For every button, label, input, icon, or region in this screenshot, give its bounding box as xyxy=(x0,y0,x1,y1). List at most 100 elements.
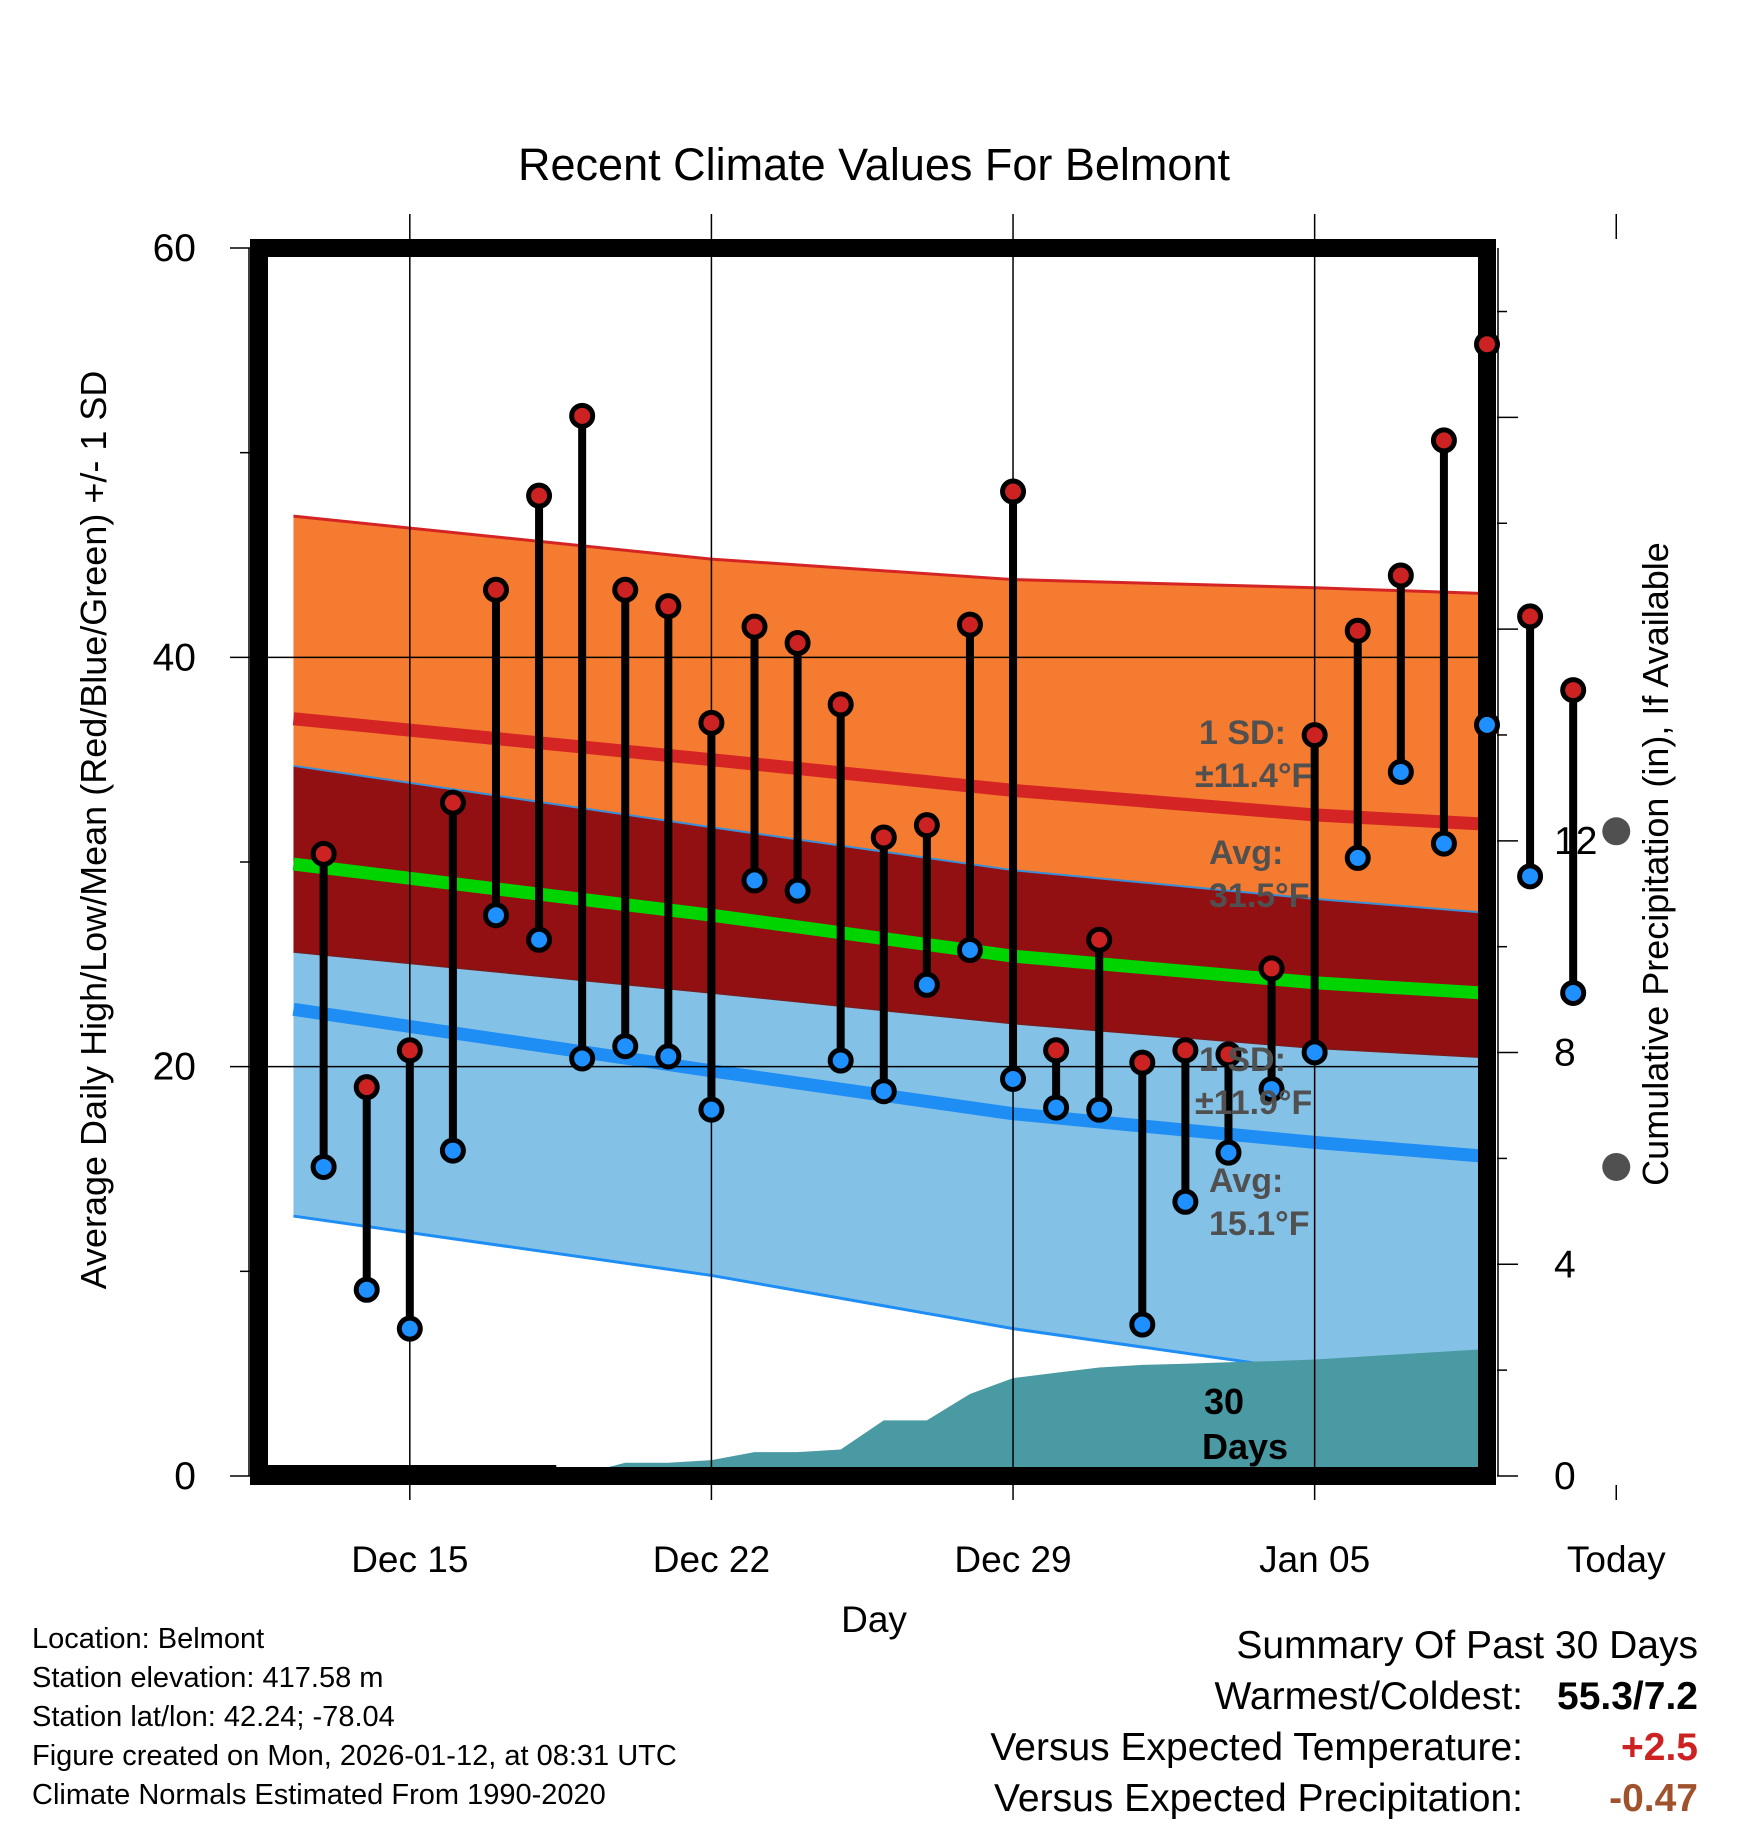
high-temp-point xyxy=(1387,562,1414,589)
high-sd-upper-line xyxy=(293,514,1487,596)
high-temp-point xyxy=(1258,955,1285,982)
summary-precip: Versus Expected Precipitation: -0.47 xyxy=(798,1773,1698,1824)
high-temp-point xyxy=(698,709,725,736)
chart-title: Recent Climate Values For Belmont xyxy=(518,139,1230,190)
y2-tick-label: 4 xyxy=(1554,1243,1576,1286)
x-tick-label: Today xyxy=(1567,1539,1666,1580)
location-text: Location: Belmont xyxy=(32,1623,265,1655)
high-avg-label: Avg: xyxy=(1209,834,1283,872)
low-temp-point xyxy=(612,1033,639,1060)
high-temp-point xyxy=(1215,1041,1242,1068)
high-temp-point xyxy=(1000,478,1027,505)
low-temp-point xyxy=(569,1045,596,1072)
high-temp-point xyxy=(1474,331,1500,358)
x-tick-label: Jan 05 xyxy=(1259,1539,1370,1580)
days-count-label: 30 xyxy=(1204,1381,1244,1422)
warm-cold-value: 55.3/7.2 xyxy=(1557,1675,1698,1718)
low-temp-point xyxy=(870,1078,897,1105)
summary-title: Summary Of Past 30 Days xyxy=(1236,1624,1698,1667)
low-temp-point xyxy=(1430,830,1457,857)
y-tick-label: 0 xyxy=(174,1455,196,1498)
high-temp-point xyxy=(784,630,811,657)
low-temp-point xyxy=(310,1153,337,1180)
low-sd-upper-line xyxy=(293,764,1487,914)
high-temp-point xyxy=(956,611,983,638)
low-temp-point xyxy=(1387,758,1414,785)
high-temp-point xyxy=(569,402,596,429)
y2-axis-label: Cumulative Precipitation (in), If Availa… xyxy=(1635,542,1676,1186)
high-avg-value: 31.5°F xyxy=(1209,877,1310,915)
mean-avg-line xyxy=(292,857,1487,1000)
summary-warm-cold: Warmest/Coldest: 55.3/7.2 xyxy=(798,1671,1698,1722)
low-temp-point xyxy=(1215,1139,1242,1166)
high-temp-point xyxy=(913,812,940,839)
low-temp-point xyxy=(1043,1094,1070,1121)
low-temp-point xyxy=(353,1276,380,1303)
high-temp-point xyxy=(1129,1049,1156,1076)
high-temp-point xyxy=(1517,603,1544,630)
low-sd-lower-line xyxy=(293,1214,1487,1389)
high-temp-point xyxy=(1430,427,1457,454)
overlap-band xyxy=(293,765,1487,1058)
high-temp-point xyxy=(827,691,854,718)
elevation-text: Station elevation: 417.58 m xyxy=(32,1662,384,1694)
y-axis-label: Average Daily High/Low/Mean (Red/Blue/Gr… xyxy=(73,371,114,1290)
low-avg-line xyxy=(292,1002,1487,1163)
low-temp-point xyxy=(1172,1188,1199,1215)
low-avg-value: 15.1°F xyxy=(1209,1205,1310,1243)
low-temp-point xyxy=(956,937,983,964)
high-temp-point xyxy=(1172,1037,1199,1064)
today-low-avg-marker xyxy=(1602,1152,1631,1181)
low-temp-point xyxy=(439,1137,466,1164)
precip-label: Versus Expected Precipitation: xyxy=(994,1777,1523,1820)
high-temp-point xyxy=(439,789,466,816)
high-temp-point xyxy=(1560,677,1587,704)
low-temp-point xyxy=(1344,844,1371,871)
high-temp-point xyxy=(353,1074,380,1101)
high-temp-point xyxy=(310,840,337,867)
x-tick-label: Dec 29 xyxy=(954,1539,1071,1580)
created-text: Figure created on Mon, 2026-01-12, at 08… xyxy=(32,1740,677,1772)
high-temp-point xyxy=(482,576,509,603)
high-sd-lower-line xyxy=(293,951,1487,1059)
low-avg-label: Avg: xyxy=(1209,1162,1283,1200)
high-sd-label: 1 SD: xyxy=(1199,714,1286,752)
low-temp-point xyxy=(741,867,768,894)
precip-area xyxy=(263,1348,1487,1476)
latlon-text: Station lat/lon: 42.24; -78.04 xyxy=(32,1701,395,1733)
low-temp-point xyxy=(1086,1096,1113,1123)
warm-cold-label: Warmest/Coldest: xyxy=(1214,1675,1523,1718)
x-tick-label: Dec 22 xyxy=(653,1539,770,1580)
low-temp-point xyxy=(827,1047,854,1074)
high-temp-point xyxy=(396,1037,423,1064)
high-avg-line xyxy=(292,712,1487,831)
low-temp-point xyxy=(655,1043,682,1070)
days-word-label: Days xyxy=(1202,1426,1288,1467)
low-temp-point xyxy=(1129,1311,1156,1338)
high-temp-point xyxy=(1301,722,1328,749)
low-temp-point xyxy=(1560,979,1587,1006)
high-sd-value: ±11.4°F xyxy=(1195,757,1312,795)
low-temp-point xyxy=(784,877,811,904)
high-temp-point xyxy=(1043,1037,1070,1064)
high-temp-point xyxy=(612,576,639,603)
low-temp-point xyxy=(526,926,553,953)
y-tick-label: 40 xyxy=(153,636,196,679)
normals-period-text: Climate Normals Estimated From 1990-2020 xyxy=(32,1779,606,1811)
x-tick-label: Dec 15 xyxy=(351,1539,468,1580)
high-sd-band xyxy=(293,516,1487,913)
y2-tick-label: 0 xyxy=(1554,1455,1576,1498)
low-temp-point xyxy=(698,1096,725,1123)
high-temp-point xyxy=(526,482,553,509)
low-sd-label: 1 SD: xyxy=(1199,1041,1286,1079)
y2-tick-label: 8 xyxy=(1554,1032,1576,1075)
high-temp-point xyxy=(870,824,897,851)
y-tick-label: 60 xyxy=(153,227,196,270)
high-temp-point xyxy=(741,613,768,640)
low-temp-point xyxy=(913,971,940,998)
today-high-avg-marker xyxy=(1602,817,1631,846)
low-sd-value: ±11.9°F xyxy=(1195,1084,1312,1122)
high-temp-point xyxy=(655,593,682,620)
temp-label: Versus Expected Temperature: xyxy=(990,1726,1523,1769)
low-temp-point xyxy=(1474,711,1500,738)
